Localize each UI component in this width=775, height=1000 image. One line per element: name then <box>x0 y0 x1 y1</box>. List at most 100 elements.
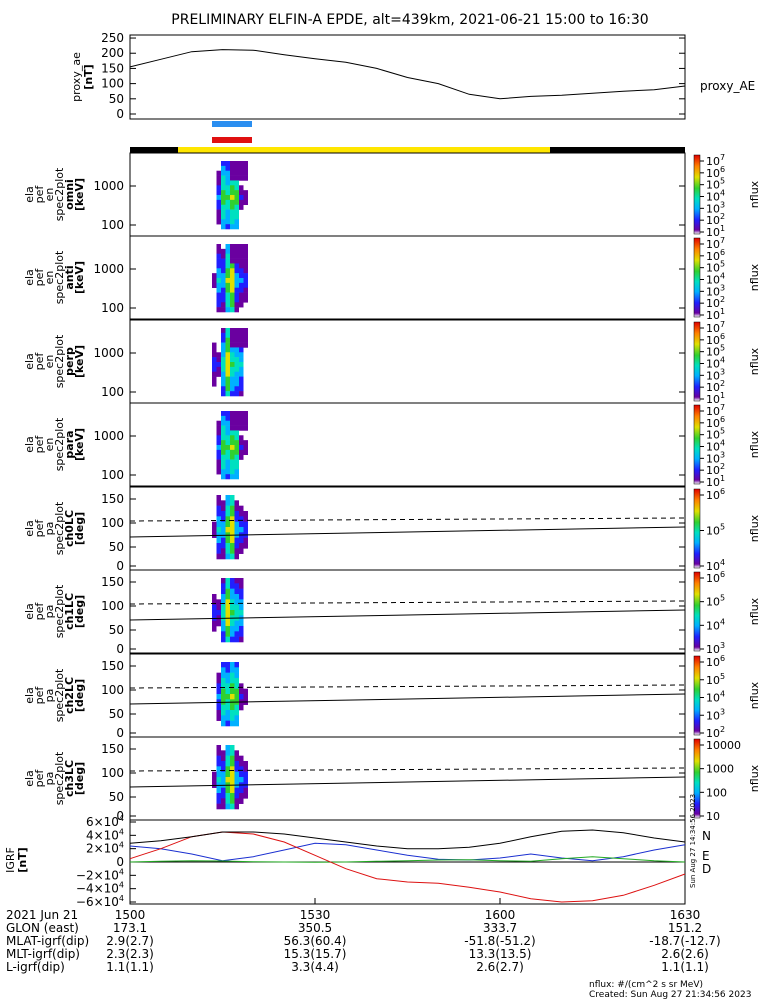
spectrogram-cell <box>239 161 244 167</box>
spectrogram-cell <box>230 273 235 279</box>
colorbar-tick: 102 <box>706 725 725 740</box>
spectrogram-cell <box>216 199 221 206</box>
spectrogram-cell <box>234 411 239 417</box>
spectrogram-cell <box>221 474 226 480</box>
spectrogram-cell <box>239 342 244 348</box>
spectrogram-cell <box>221 352 226 358</box>
spectrogram-cell <box>221 253 226 259</box>
spectrogram-cell <box>239 604 244 611</box>
spectrogram-cell <box>234 328 239 334</box>
panel-ylabel: ela <box>23 186 36 203</box>
spectrogram-cell <box>239 352 244 358</box>
spectrogram-cell <box>225 720 230 727</box>
spectrogram-cell <box>225 459 230 465</box>
spectrogram-cell <box>230 170 235 176</box>
spectrogram-cell <box>216 219 221 225</box>
spectrogram-cell <box>234 667 239 673</box>
spectrogram-cell <box>234 248 239 255</box>
colorbar-label: nflux <box>748 347 761 375</box>
panel-ylabel: perp <box>63 347 76 376</box>
panel-ylabel: [keV] <box>73 345 86 378</box>
spectrogram-cell <box>243 527 248 533</box>
spectrogram-cell <box>230 366 235 373</box>
spectrogram-cell <box>243 161 248 167</box>
spectrogram-cell <box>230 620 235 627</box>
spectrogram-cell <box>221 521 226 528</box>
spectrogram-cell <box>239 287 244 293</box>
spectrogram-cell <box>230 521 235 528</box>
colorbar-tick: 103 <box>706 367 725 382</box>
spectrogram-cell <box>221 268 226 274</box>
spectrogram-cell <box>216 420 221 426</box>
spectrogram-cell <box>225 199 230 206</box>
spectrogram-cell <box>234 180 239 186</box>
spectrogram-cell <box>234 430 239 436</box>
panel-ylabel: en <box>43 271 56 285</box>
spectrogram-cell <box>221 710 226 716</box>
spectrogram-cell <box>230 704 235 711</box>
spectrogram-cell <box>221 199 226 206</box>
proxy-ae-ytick: 50 <box>109 92 124 106</box>
spectrogram-cell <box>221 672 226 679</box>
spectrogram-cell <box>216 204 221 210</box>
spectrogram-cell <box>230 278 235 284</box>
colorbar-tick: 101 <box>706 307 725 322</box>
colorbar-tick: 107 <box>706 403 725 418</box>
spectrogram-cell <box>230 755 235 762</box>
footer-row-label: L-igrf(dip) <box>6 960 65 974</box>
colorbar-tick: 103 <box>706 641 725 656</box>
igrf-legend-n: N <box>702 829 711 843</box>
spectrogram-cell <box>221 185 226 191</box>
spectrogram-cell <box>225 248 230 255</box>
spectrogram-cell <box>225 440 230 446</box>
footer-value: -18.7(-12.7) <box>649 934 721 948</box>
colorbar-tick: 107 <box>706 320 725 335</box>
colorbar <box>693 154 701 235</box>
spectrogram-cell <box>221 750 226 756</box>
spectrogram-cell <box>243 787 248 794</box>
spectrogram-cell <box>225 583 230 589</box>
spectrogram-cell <box>216 803 221 810</box>
spectrogram-cell <box>243 328 248 334</box>
spectrogram-cell <box>216 678 221 684</box>
spectrogram-cell <box>234 214 239 220</box>
panel-ytick: 100 <box>101 683 124 697</box>
spectrogram-cell <box>230 362 235 368</box>
spectrogram-cell <box>234 440 239 446</box>
colorbar-tick: 104 <box>706 356 725 371</box>
spectrogram-cell <box>225 683 230 689</box>
spectrogram-cell <box>234 543 239 549</box>
spectrogram-cell <box>243 175 248 181</box>
footer-value: 1600 <box>484 908 516 922</box>
spectrogram-cell <box>221 667 226 673</box>
colorbar <box>693 738 701 819</box>
spectrogram-cell <box>216 683 221 689</box>
spectrogram-cell <box>239 297 244 303</box>
spectrogram-cell <box>225 342 230 348</box>
spectrogram-cell <box>212 362 217 368</box>
spectrogram-cell <box>230 342 235 348</box>
dark-bar-left <box>130 147 178 153</box>
spectrogram-cell <box>239 440 244 446</box>
spectrogram-cell <box>216 258 221 264</box>
spectrogram-cell <box>216 273 221 279</box>
spectrogram-cell <box>225 798 230 804</box>
spectrogram-cell <box>234 161 239 167</box>
spectrogram-cell <box>243 516 248 522</box>
spectrogram-cell <box>225 302 230 308</box>
spectrogram-cell <box>225 464 230 470</box>
colorbar-tick: 101 <box>706 391 725 406</box>
sunlit-bar <box>178 147 550 153</box>
panel-ytick: 150 <box>101 492 124 506</box>
spectrogram-cell <box>221 688 226 695</box>
spectrogram-cell <box>216 715 221 721</box>
spectrogram-cell <box>230 287 235 293</box>
spectrogram-cell <box>221 755 226 762</box>
spectrogram-cell <box>221 278 226 284</box>
spectrogram-cell <box>225 347 230 353</box>
spectrogram-cell <box>234 588 239 595</box>
spectrogram-cell <box>225 688 230 695</box>
spectrogram-cell <box>230 803 235 810</box>
